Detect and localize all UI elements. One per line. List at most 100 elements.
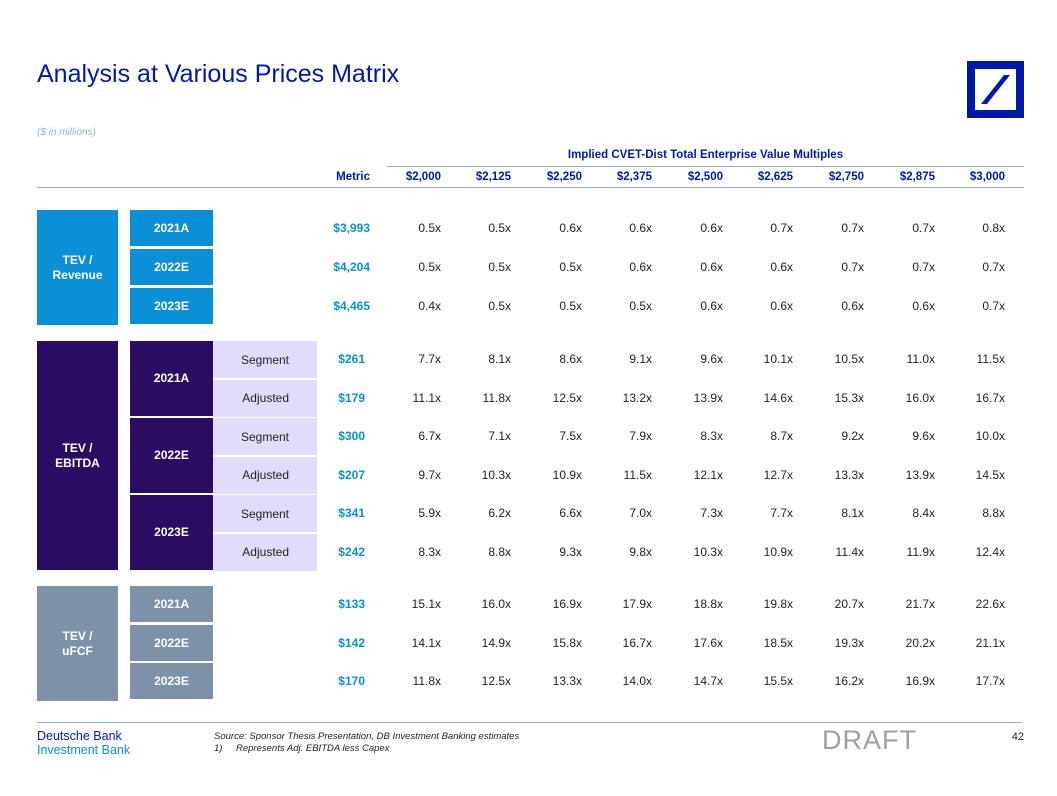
draft-watermark: DRAFT	[822, 725, 917, 755]
metric-value: $170	[338, 674, 365, 688]
multiple-cell: 11.5x	[623, 467, 652, 482]
multiple-cell: 11.8x	[482, 390, 511, 405]
multiple-cell: 11.8x	[412, 674, 441, 688]
multiple-cell: 11.5x	[976, 352, 1005, 366]
multiple-cell: 22.6x	[975, 597, 1005, 611]
multiple-cell: 0.7x	[982, 299, 1005, 313]
page-title: Analysis at Various Prices Matrix	[37, 60, 400, 88]
footnote: 1) Represents Adj. EBITDA less Capex	[214, 743, 389, 754]
section-label-line2: Revenue	[52, 267, 103, 282]
multiple-cell: 17.9x	[622, 597, 652, 611]
deutsche-bank-logo-icon	[967, 61, 1024, 118]
year-label: 2023E	[130, 495, 213, 570]
multiple-cell: 15.8x	[552, 636, 582, 650]
multiple-cell: 13.3x	[834, 467, 864, 482]
multiple-cell: 14.6x	[763, 390, 793, 405]
metric-type-label: Adjusted	[213, 379, 317, 417]
price-column-header: $2,750	[828, 171, 864, 183]
matrix-header-title: Implied CVET-Dist Total Enterprise Value…	[567, 149, 844, 161]
multiple-cell: 16.0x	[905, 390, 935, 405]
multiple-cell: 0.5x	[559, 260, 582, 274]
year-label: 2022E	[130, 625, 213, 661]
metric-value: $207	[338, 467, 365, 482]
metric-value: $261	[338, 352, 365, 366]
multiple-cell: 0.6x	[629, 260, 652, 274]
multiple-cell: 13.3x	[552, 674, 582, 688]
multiple-cell: 0.8x	[982, 221, 1005, 235]
multiple-cell: 14.7x	[693, 674, 723, 688]
multiple-cell: 19.3x	[834, 636, 864, 650]
multiple-cell: 17.7x	[975, 674, 1005, 688]
multiple-cell: 14.9x	[481, 636, 511, 650]
section-label-line2: uFCF	[62, 643, 93, 658]
price-column-header: $2,000	[405, 171, 441, 183]
multiple-cell: 8.7x	[770, 429, 793, 443]
multiple-cell: 0.5x	[488, 260, 511, 274]
multiple-cell: 8.8x	[488, 544, 511, 559]
multiple-cell: 0.6x	[559, 221, 582, 235]
header-divider	[387, 166, 1024, 167]
metric-type-label: Segment	[213, 418, 317, 455]
year-label: 2022E	[130, 249, 213, 285]
metric-value: $3,993	[333, 221, 370, 235]
multiple-cell: 5.9x	[418, 506, 441, 520]
multiple-cell: 0.6x	[700, 221, 723, 235]
multiple-cell: 0.6x	[629, 221, 652, 235]
section-label-line1: TEV /	[62, 628, 93, 643]
multiple-cell: 16.7x	[622, 636, 652, 650]
page-number: 42	[1011, 731, 1024, 743]
multiple-cell: 9.1x	[629, 352, 652, 366]
multiple-cell: 16.2x	[834, 674, 864, 688]
year-label: 2023E	[130, 663, 213, 699]
multiple-cell: 8.3x	[418, 544, 441, 559]
multiple-cell: 0.5x	[488, 221, 511, 235]
price-column-header: $2,125	[475, 171, 511, 183]
multiple-cell: 11.9x	[906, 544, 935, 559]
multiple-cell: 0.5x	[418, 260, 441, 274]
year-label: 2023E	[130, 288, 213, 324]
footer-divider	[37, 722, 1022, 723]
section-label-line1: TEV /	[62, 252, 93, 267]
year-label: 2021A	[130, 210, 213, 246]
multiple-cell: 9.2x	[841, 429, 864, 443]
source-note: Source: Sponsor Thesis Presentation, DB …	[214, 731, 520, 742]
metric-column-header: Metric	[336, 171, 370, 183]
price-column-header: $2,375	[616, 171, 652, 183]
metric-value: $4,204	[333, 260, 370, 274]
multiple-cell: 12.1x	[693, 467, 723, 482]
multiple-cell: 11.0x	[906, 352, 935, 366]
multiple-cell: 13.9x	[693, 390, 723, 405]
multiple-cell: 11.4x	[835, 544, 864, 559]
multiple-cell: 9.6x	[700, 352, 723, 366]
multiple-cell: 20.7x	[834, 597, 864, 611]
multiple-cell: 8.6x	[559, 352, 582, 366]
metric-value: $242	[338, 544, 365, 559]
multiple-cell: 20.2x	[905, 636, 935, 650]
metric-type-label: Adjusted	[213, 456, 317, 494]
multiple-cell: 0.7x	[912, 260, 935, 274]
price-column-header: $2,625	[757, 171, 793, 183]
multiple-cell: 0.7x	[770, 221, 793, 235]
brand-name: Deutsche Bank	[37, 729, 122, 743]
multiple-cell: 10.0x	[975, 429, 1005, 443]
year-label: 2022E	[130, 418, 213, 493]
multiple-cell: 0.7x	[982, 260, 1005, 274]
multiple-cell: 7.7x	[770, 506, 793, 520]
metric-value: $133	[338, 597, 365, 611]
multiple-cell: 12.4x	[975, 544, 1005, 559]
multiple-cell: 9.3x	[559, 544, 582, 559]
multiple-cell: 7.0x	[629, 506, 652, 520]
multiple-cell: 14.1x	[411, 636, 441, 650]
multiple-cell: 0.4x	[418, 299, 441, 313]
multiple-cell: 0.6x	[770, 299, 793, 313]
multiple-cell: 14.5x	[975, 467, 1005, 482]
multiple-cell: 8.4x	[912, 506, 935, 520]
multiple-cell: 10.9x	[763, 544, 793, 559]
multiple-cell: 6.7x	[418, 429, 441, 443]
multiple-cell: 0.5x	[418, 221, 441, 235]
multiple-cell: 8.1x	[841, 506, 864, 520]
multiple-cell: 8.1x	[488, 352, 511, 366]
multiple-cell: 0.5x	[629, 299, 652, 313]
tev-ufcf-label: TEV / uFCF	[37, 586, 118, 701]
price-column-header: $2,875	[899, 171, 935, 183]
